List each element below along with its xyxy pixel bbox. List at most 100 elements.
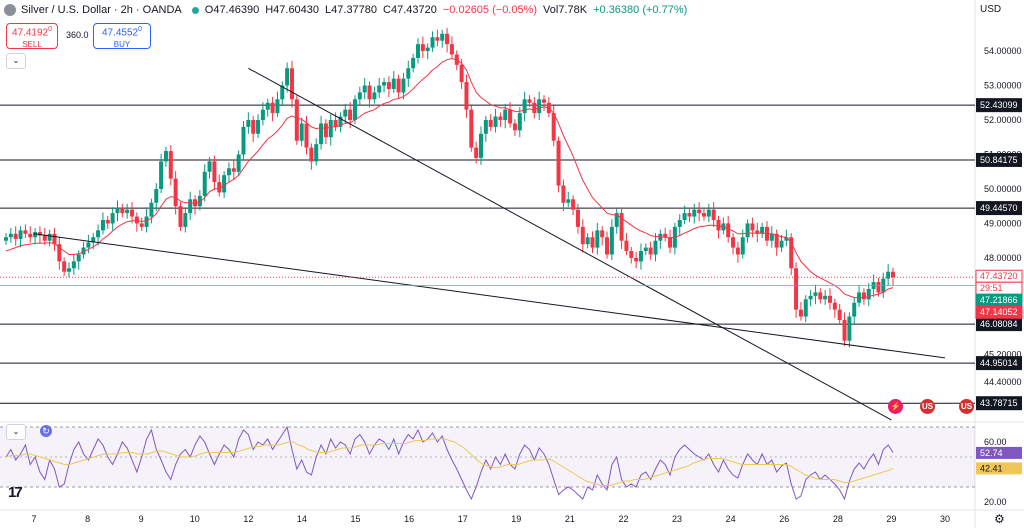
price-label: 47.21866 bbox=[980, 295, 1018, 305]
trend-channel-line bbox=[33, 233, 946, 359]
candle-body bbox=[658, 233, 663, 241]
candle-body bbox=[57, 244, 62, 262]
tradingview-logo-icon[interactable]: 17 bbox=[8, 484, 23, 501]
candle-body bbox=[130, 209, 135, 217]
candle-body bbox=[251, 120, 256, 134]
level-label-bg bbox=[976, 152, 1022, 167]
candle-body bbox=[304, 123, 309, 148]
candle-body bbox=[532, 102, 537, 114]
candle-body bbox=[396, 78, 401, 93]
y-tick-label: 49.00000 bbox=[984, 218, 1022, 228]
x-tick-label: 21 bbox=[565, 514, 575, 524]
candle-body bbox=[614, 213, 619, 227]
candle-body bbox=[861, 292, 866, 300]
rsi-value-label: 42.41 bbox=[980, 463, 1003, 473]
candle-body bbox=[231, 168, 236, 172]
candle-body bbox=[367, 85, 372, 100]
candle-body bbox=[323, 123, 328, 138]
level-label: 46.08084 bbox=[980, 319, 1018, 329]
x-tick-label: 12 bbox=[243, 514, 253, 524]
candle-body bbox=[619, 213, 624, 241]
candle-body bbox=[28, 233, 33, 238]
candle-body bbox=[527, 99, 532, 103]
x-tick-label: 15 bbox=[351, 514, 361, 524]
candle-body bbox=[827, 295, 832, 303]
gear-icon[interactable]: ⚙ bbox=[994, 512, 1005, 526]
candle-body bbox=[459, 64, 464, 83]
candle-body bbox=[159, 161, 164, 189]
candle-body bbox=[512, 123, 517, 131]
candle-body bbox=[154, 188, 159, 203]
x-tick-label: 24 bbox=[726, 514, 736, 524]
buy-price: 47.4552 bbox=[101, 27, 139, 39]
candle-body bbox=[866, 288, 871, 300]
candle-body bbox=[794, 268, 799, 310]
chart-header: Silver / U.S. Dollar · 2h · OANDA O47.46… bbox=[4, 2, 693, 18]
candle-body bbox=[309, 147, 314, 162]
candle-body bbox=[168, 151, 173, 179]
candle-body bbox=[595, 230, 600, 248]
symbol-title[interactable]: Silver / U.S. Dollar · 2h · OANDA bbox=[21, 4, 182, 16]
candle-body bbox=[47, 233, 52, 241]
candle-body bbox=[212, 161, 217, 183]
candle-body bbox=[585, 237, 590, 245]
chevron-down-icon[interactable]: ⌄ bbox=[6, 53, 26, 69]
candle-body bbox=[643, 247, 648, 252]
candle-body bbox=[542, 99, 547, 103]
y-tick-label: 45.20000 bbox=[984, 349, 1022, 359]
sell-button[interactable]: 47.41920 SELL bbox=[6, 23, 58, 49]
candle-body bbox=[37, 232, 42, 236]
candle-body bbox=[609, 226, 614, 255]
candle-body bbox=[605, 237, 610, 255]
candle-body bbox=[270, 102, 275, 114]
rsi-value-label-bg bbox=[976, 462, 1022, 475]
candle-body bbox=[755, 230, 760, 234]
candle-body bbox=[789, 237, 794, 269]
candle-body bbox=[8, 233, 13, 238]
candle-body bbox=[580, 226, 585, 245]
price-label: 47.43720 bbox=[980, 271, 1018, 281]
candle-body bbox=[372, 92, 377, 100]
rsi-cycle-icon[interactable]: ↻ bbox=[40, 425, 52, 437]
candle-body bbox=[653, 240, 658, 255]
candle-body bbox=[624, 240, 629, 252]
buy-button[interactable]: 47.45520 BUY bbox=[93, 23, 151, 49]
candle-body bbox=[503, 109, 508, 120]
x-tick-label: 16 bbox=[404, 514, 414, 524]
candle-body bbox=[377, 85, 382, 93]
x-tick-label: 14 bbox=[297, 514, 307, 524]
candle-body bbox=[469, 109, 474, 148]
us-flag-event-icon[interactable]: US bbox=[920, 399, 935, 414]
candle-body bbox=[401, 78, 406, 93]
currency-label[interactable]: USD bbox=[980, 4, 1002, 15]
candle-body bbox=[735, 247, 740, 255]
us-flag-event-icon-2[interactable]: US bbox=[959, 399, 974, 414]
candle-body bbox=[382, 82, 387, 86]
candle-body bbox=[52, 233, 57, 245]
level-label-bg bbox=[976, 396, 1022, 411]
flash-event-icon[interactable]: ⚡ bbox=[888, 399, 903, 414]
candle-body bbox=[299, 123, 304, 141]
candle-body bbox=[634, 257, 639, 262]
candle-body bbox=[706, 209, 711, 217]
x-tick-label: 19 bbox=[511, 514, 521, 524]
candle-body bbox=[876, 282, 881, 293]
candle-body bbox=[832, 302, 837, 310]
rsi-collapse-button[interactable]: ⌄ bbox=[6, 424, 26, 440]
candle-body bbox=[415, 44, 420, 58]
candle-body bbox=[449, 44, 454, 55]
candle-body bbox=[386, 82, 391, 89]
candle-body bbox=[265, 102, 270, 110]
x-tick-label: 17 bbox=[458, 514, 468, 524]
candle-body bbox=[517, 113, 522, 131]
candle-body bbox=[847, 316, 852, 341]
x-tick-label: 28 bbox=[833, 514, 843, 524]
candle-body bbox=[100, 220, 105, 231]
candle-body bbox=[638, 251, 643, 262]
candle-body bbox=[493, 116, 498, 127]
y-tick-label: 54.00000 bbox=[984, 46, 1022, 56]
candle-body bbox=[682, 213, 687, 220]
candle-body bbox=[798, 309, 803, 317]
candle-body bbox=[260, 109, 265, 120]
